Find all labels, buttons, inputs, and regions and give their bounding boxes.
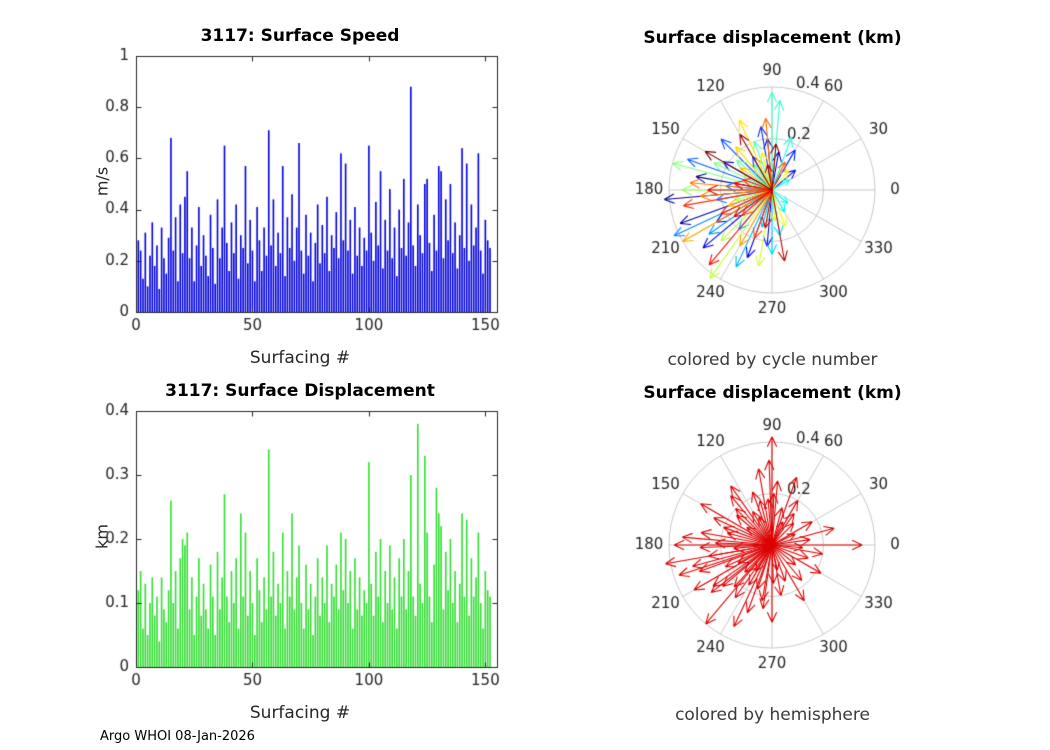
surface-displacement-ylabel: km [92, 524, 112, 549]
surface-speed-xlabel: Surfacing # [249, 348, 351, 368]
polar-cycle-chart [590, 40, 955, 350]
polar-cycle-caption: colored by cycle number [667, 350, 878, 370]
surface-displacement-xlabel: Surfacing # [249, 703, 351, 723]
surface-speed-title: 3117: Surface Speed [200, 26, 400, 46]
figure-footer: Argo WHOI 08-Jan-2026 [100, 729, 255, 744]
surface-displacement-title: 3117: Surface Displacement [165, 381, 435, 401]
surface-speed-bar-chart [90, 45, 510, 335]
surface-displacement-bar-chart [90, 400, 510, 690]
surface-speed-ylabel: m/s [92, 166, 112, 197]
polar-hemisphere-chart [590, 395, 955, 705]
polar-hemisphere-caption: colored by hemisphere [675, 705, 870, 725]
